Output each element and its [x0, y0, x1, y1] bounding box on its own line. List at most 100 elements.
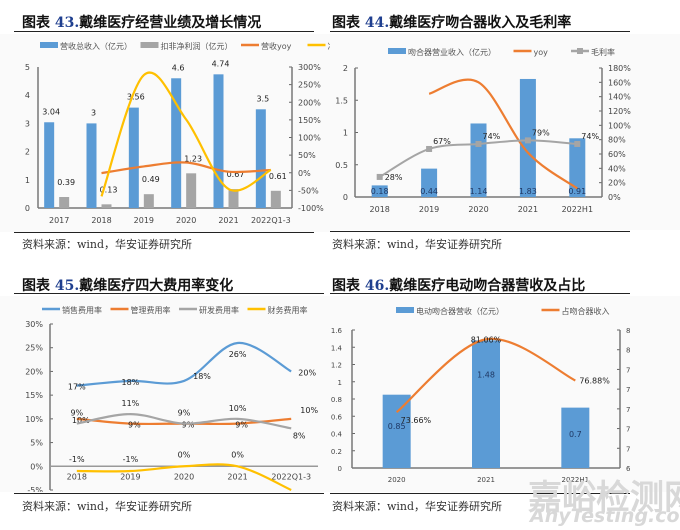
data-label: 67% [433, 137, 451, 146]
bar [44, 122, 55, 208]
legend-label: 占吻合器收入 [562, 306, 610, 316]
y-tick-label: 2 [343, 64, 348, 73]
data-label: 1.23 [184, 154, 202, 163]
legend-marker [577, 48, 583, 54]
legend-label: 营收总收入（亿元） [60, 41, 132, 51]
figure-title: 图表 44.戴维医疗吻合器收入及毛利率 [332, 12, 571, 32]
data-label: 3.5 [256, 94, 269, 103]
series-line-revenue-yoy [101, 161, 271, 175]
y2-tick-label: 160% [608, 78, 631, 87]
marker [574, 140, 581, 147]
title-rule [330, 31, 630, 32]
y2-tick-label: -100% [298, 204, 324, 213]
y2-tick-label: 60% [608, 150, 626, 159]
x-tick-label: 2020 [174, 472, 194, 481]
series-line-rnd [76, 413, 292, 430]
data-label: -1% [69, 455, 85, 464]
chart-46-svg: 电动吻合器营收（亿元） 占吻合器收入 0 0.2 0.4 0.6 0.8 1 1.2 1.4 1.6… [330, 296, 680, 492]
data-label: 4.74 [212, 59, 230, 68]
data-label: 0.49 [142, 175, 160, 184]
bar [270, 190, 281, 208]
data-label: 18% [193, 372, 211, 381]
series-line-share [395, 337, 576, 414]
y-tick-label: 0 [338, 465, 342, 473]
plot-background [0, 296, 330, 492]
marker [376, 173, 383, 180]
source-rule [330, 231, 630, 232]
title-text: 戴维医疗电动吻合器营收及占比 [389, 278, 586, 294]
y-tick-label: 10% [25, 415, 43, 424]
y2-tick-label: 7 [626, 366, 630, 374]
data-label: 0.91 [568, 187, 586, 196]
title-number: 43. [54, 15, 80, 31]
y-tick-label: 1.6 [331, 327, 343, 335]
y-tick-label: 1.2 [331, 362, 342, 370]
data-label: 9% [178, 409, 191, 418]
title-rule [330, 293, 630, 294]
y-tick-label: 3 [25, 119, 30, 128]
y-tick-label: 5% [30, 439, 43, 448]
bar [128, 107, 139, 208]
source-rule [14, 493, 324, 494]
bar [382, 394, 411, 468]
data-label: 9% [182, 421, 195, 430]
bar [171, 78, 182, 208]
y2-tick-label: 120% [608, 107, 631, 116]
marker [475, 140, 482, 147]
series-line-sales [76, 341, 292, 387]
bar [472, 340, 500, 468]
y2-tick-label: 300% [298, 63, 321, 72]
legend-label: yoy [534, 48, 549, 57]
y-tick-label: 1 [25, 176, 30, 185]
source-rule [330, 493, 630, 494]
y2-tick-label: 150% [298, 116, 321, 125]
title-prefix: 图表 [22, 278, 55, 294]
y2-tick-label: -50% [298, 186, 319, 195]
legend-label: 管理费用率 [131, 305, 171, 315]
data-label: 81.06% [471, 335, 502, 344]
y2-tick-label: 250% [298, 81, 321, 90]
legend-label: 扣非净利润（亿元） [161, 41, 233, 51]
legend-label: 吻合器营业收入（亿元） [408, 47, 496, 57]
y-tick-label: 0.5 [335, 161, 348, 170]
y-tick-label: 20% [25, 367, 43, 376]
y-tick-label: 0.2 [331, 448, 342, 456]
legend-label: 营收yoy [261, 41, 292, 51]
marker [524, 137, 531, 144]
legend-label: 电动吻合器营收（亿元） [416, 306, 504, 316]
y2-tick-label: 100% [298, 134, 321, 143]
data-label: 10% [72, 416, 90, 425]
figure-title: 图表 45.戴维医疗四大费用率变化 [22, 275, 233, 295]
x-tick-label: 2021 [518, 205, 538, 214]
legend-label: 销售费用率 [62, 305, 102, 315]
y2-tick-label: 8 [626, 327, 630, 335]
y2-tick-label: 7 [626, 386, 630, 394]
y-tick-label: 2 [25, 148, 30, 157]
data-label: 11% [122, 399, 140, 408]
x-tick-label: 2017 [49, 216, 69, 225]
data-label: 9% [70, 409, 83, 418]
y2-tick-label: 7 [626, 426, 630, 434]
bar [213, 74, 224, 208]
x-tick-label: 2019 [120, 472, 140, 481]
y-tick-label: 0.8 [331, 396, 342, 404]
series-line-profit-yoy [100, 71, 272, 197]
y-tick-label: 0.6 [331, 413, 343, 421]
data-label: 1.83 [519, 187, 537, 196]
data-label: 10% [300, 406, 318, 415]
title-prefix: 图表 [22, 15, 55, 31]
x-tick-label: 2022H1 [562, 205, 593, 214]
x-tick-label: 2022H1 [562, 476, 590, 484]
y-tick-label: 25% [25, 344, 43, 353]
y-tick-label: 0% [30, 462, 43, 471]
y2-tick-label: 6 [626, 465, 631, 473]
y2-tick-label: 7 [626, 406, 630, 414]
x-tick-label: 2021 [218, 216, 238, 225]
source-rule [14, 232, 314, 233]
data-label: 0.39 [57, 178, 75, 187]
chart-44-svg: 吻合器营业收入（亿元） yoy 毛利率00.511.520%20%40%60%80%… [330, 34, 680, 230]
figure-title: 图表 46.戴维医疗电动吻合器营收及占比 [332, 275, 585, 295]
legend-swatch [140, 42, 159, 48]
y2-tick-label: 140% [608, 93, 631, 102]
title-number: 45. [54, 278, 80, 294]
